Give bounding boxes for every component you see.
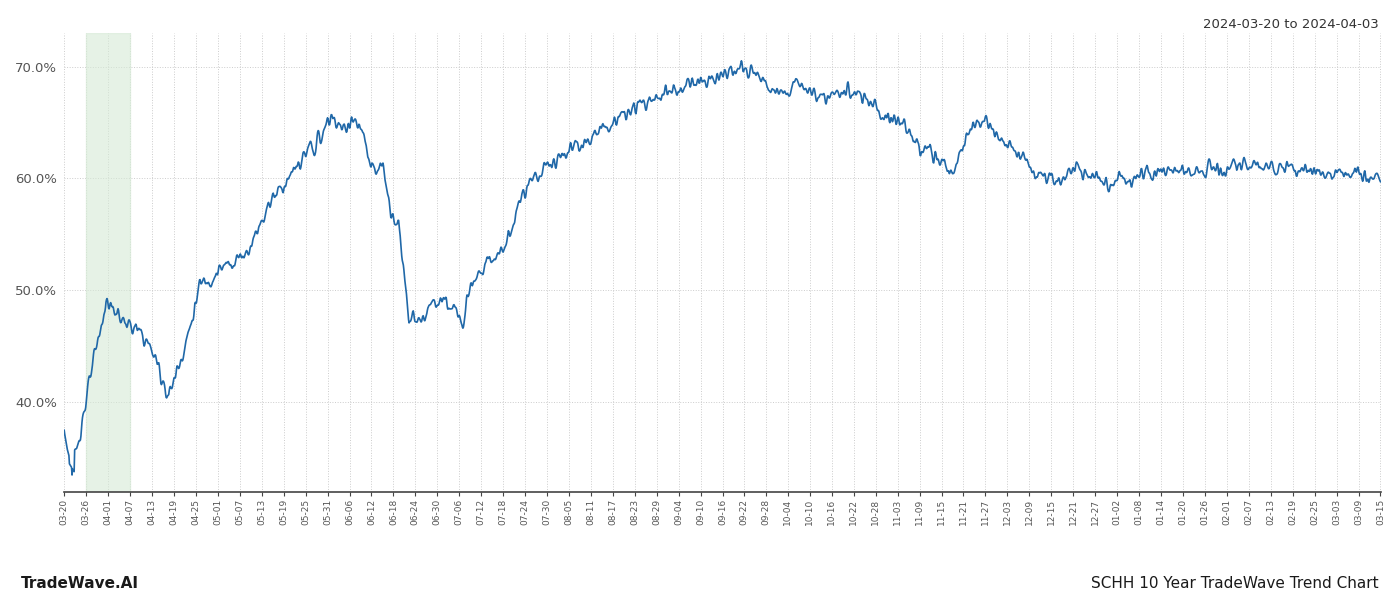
Text: SCHH 10 Year TradeWave Trend Chart: SCHH 10 Year TradeWave Trend Chart: [1092, 576, 1379, 591]
Text: 2024-03-20 to 2024-04-03: 2024-03-20 to 2024-04-03: [1203, 18, 1379, 31]
Bar: [87, 33, 130, 492]
Text: TradeWave.AI: TradeWave.AI: [21, 576, 139, 591]
